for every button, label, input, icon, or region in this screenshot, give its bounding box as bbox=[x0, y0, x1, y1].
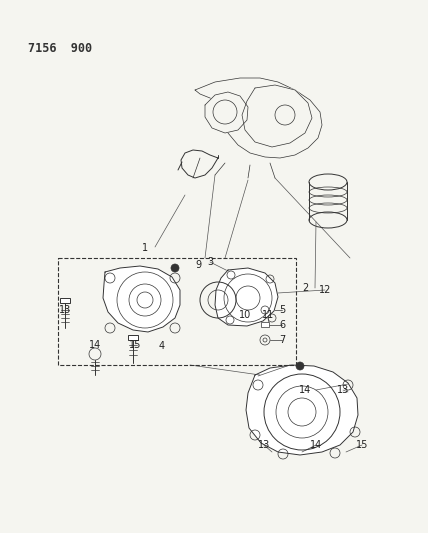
Text: 14: 14 bbox=[299, 385, 311, 395]
Text: 13: 13 bbox=[258, 440, 270, 450]
Polygon shape bbox=[205, 92, 248, 133]
Text: 13: 13 bbox=[337, 385, 349, 395]
Polygon shape bbox=[103, 266, 180, 332]
Polygon shape bbox=[181, 150, 218, 178]
Text: 4: 4 bbox=[159, 341, 165, 351]
Text: 3: 3 bbox=[207, 257, 213, 267]
Circle shape bbox=[296, 362, 304, 370]
Text: 9: 9 bbox=[195, 260, 201, 270]
Text: 14: 14 bbox=[89, 340, 101, 350]
Text: 5: 5 bbox=[279, 305, 285, 315]
Text: 13: 13 bbox=[59, 305, 71, 315]
Bar bbox=[128, 335, 138, 340]
Text: 2: 2 bbox=[302, 283, 308, 293]
Text: 7: 7 bbox=[279, 335, 285, 345]
Text: 6: 6 bbox=[279, 320, 285, 330]
Polygon shape bbox=[246, 365, 358, 455]
Polygon shape bbox=[195, 78, 322, 158]
Text: 10: 10 bbox=[239, 310, 251, 320]
Text: 15: 15 bbox=[129, 340, 141, 350]
Text: 14: 14 bbox=[310, 440, 322, 450]
Polygon shape bbox=[215, 268, 278, 326]
Bar bbox=[60, 298, 70, 303]
Polygon shape bbox=[242, 85, 312, 147]
Text: 11: 11 bbox=[262, 310, 274, 320]
Text: 7156  900: 7156 900 bbox=[28, 42, 92, 55]
Text: 1: 1 bbox=[142, 243, 148, 253]
Bar bbox=[261, 322, 269, 327]
Circle shape bbox=[171, 264, 179, 272]
Text: 15: 15 bbox=[356, 440, 368, 450]
Text: 12: 12 bbox=[319, 285, 331, 295]
